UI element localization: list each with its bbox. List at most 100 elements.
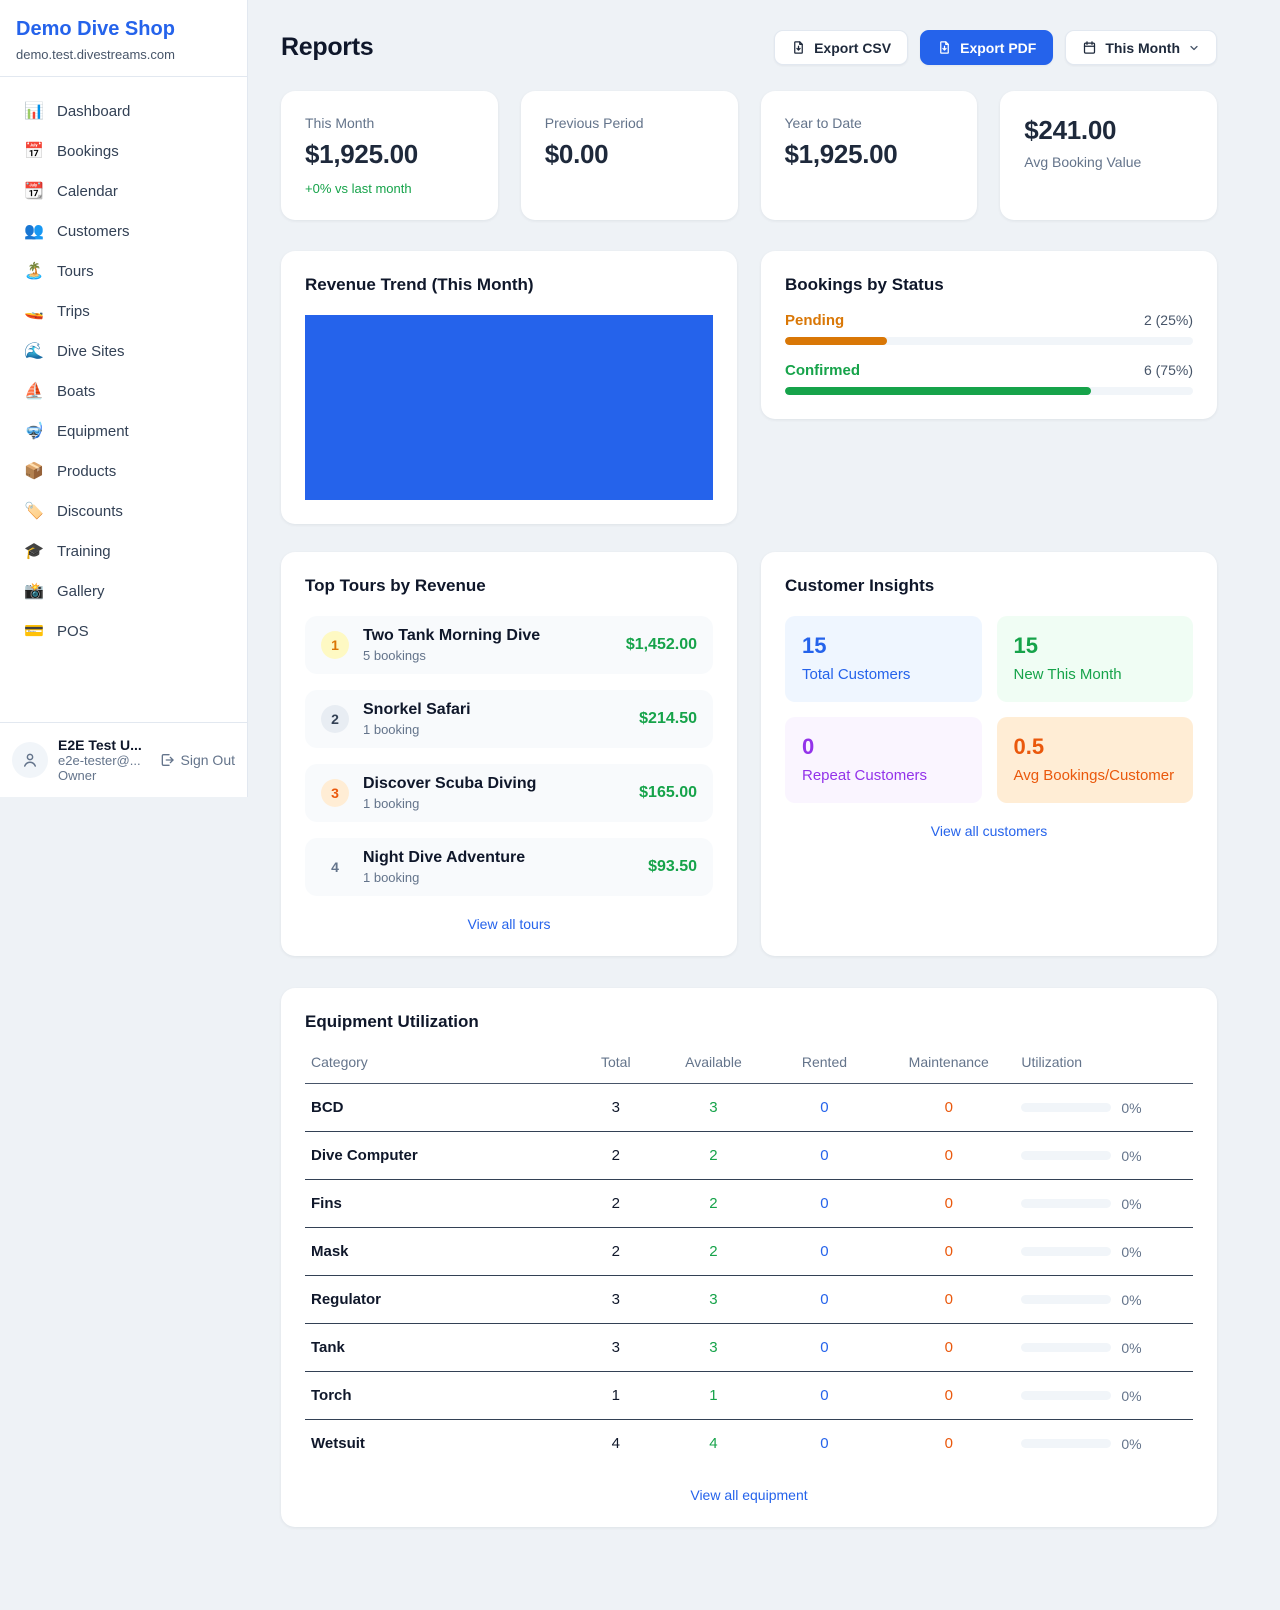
cell-utilization: 0%	[1015, 1420, 1193, 1468]
stat-card-previous-period: Previous Period $0.00	[520, 91, 738, 220]
insights-row: Top Tours by Revenue 1 Two Tank Morning …	[281, 552, 1217, 956]
cell-maintenance: 0	[882, 1371, 1016, 1420]
sidebar-user-footer: E2E Test U... e2e-tester@... Owner Sign …	[0, 722, 247, 797]
user-email: e2e-tester@...	[58, 753, 141, 768]
rank-badge: 3	[321, 779, 349, 807]
utilization-pct: 0%	[1121, 1099, 1142, 1116]
sidebar-item-label: Boats	[57, 382, 96, 400]
cell-available: 2	[660, 1131, 767, 1180]
insight-total-customers: 15 Total Customers	[785, 616, 982, 702]
view-all-customers-link[interactable]: View all customers	[930, 823, 1048, 839]
period-select[interactable]: This Month	[1065, 30, 1217, 65]
cell-category: Tank	[305, 1323, 572, 1372]
sidebar-item-trips[interactable]: 🚤 Trips	[0, 291, 247, 331]
stat-value: $241.00	[1024, 115, 1117, 145]
utilization-track	[1021, 1391, 1112, 1400]
cell-rented: 0	[766, 1227, 883, 1276]
top-tours-card: Top Tours by Revenue 1 Two Tank Morning …	[281, 552, 737, 956]
tour-bookings: 1 booking	[363, 796, 420, 811]
sidebar-item-bookings[interactable]: 📅 Bookings	[0, 131, 247, 171]
cell-category: Regulator	[305, 1275, 572, 1324]
bookings-by-status-card: Bookings by Status Pending 2 (25%) Confi…	[761, 251, 1217, 419]
page-title: Reports	[281, 33, 374, 61]
cell-utilization: 0%	[1015, 1275, 1193, 1324]
cell-maintenance: 0	[882, 1131, 1016, 1180]
sidebar-item-dive-sites[interactable]: 🌊 Dive Sites	[0, 331, 247, 371]
sidebar-item-boats[interactable]: ⛵ Boats	[0, 371, 247, 411]
sidebar-item-dashboard[interactable]: 📊 Dashboard	[0, 91, 247, 131]
sidebar-item-tours[interactable]: 🏝️ Tours	[0, 251, 247, 291]
export-csv-button[interactable]: Export CSV	[774, 30, 909, 65]
utilization-pct: 0%	[1121, 1291, 1142, 1308]
status-row-pending: Pending 2 (25%)	[785, 312, 1193, 345]
utilization-track	[1021, 1343, 1112, 1352]
sidebar-item-equipment[interactable]: 🤿 Equipment	[0, 411, 247, 451]
rank-badge: 4	[331, 859, 339, 875]
stat-card-year-to-date: Year to Date $1,925.00	[760, 91, 978, 220]
column-header: Rented	[766, 1054, 883, 1084]
utilization-pct: 0%	[1121, 1387, 1142, 1404]
cell-available: 2	[660, 1227, 767, 1276]
sidebar-item-calendar[interactable]: 📆 Calendar	[0, 171, 247, 211]
sidebar-item-training[interactable]: 🎓 Training	[0, 531, 247, 571]
list-item: 4 Night Dive Adventure 1 booking $93.50	[305, 838, 713, 896]
sidebar-header: Demo Dive Shop demo.test.divestreams.com	[0, 0, 247, 77]
sidebar-item-pos[interactable]: 💳 POS	[0, 611, 247, 651]
sidebar-item-customers[interactable]: 👥 Customers	[0, 211, 247, 251]
cell-total: 3	[571, 1323, 661, 1372]
view-all-tours-link[interactable]: View all tours	[467, 916, 551, 932]
cell-maintenance: 0	[882, 1179, 1016, 1228]
revenue-trend-card: Revenue Trend (This Month)	[281, 251, 737, 524]
equipment-utilization-card: Equipment Utilization Category Total Ava…	[281, 988, 1217, 1527]
column-header: Maintenance	[882, 1054, 1016, 1084]
tour-list: 1 Two Tank Morning Dive 5 bookings $1,45…	[305, 616, 713, 896]
cell-category: Fins	[305, 1179, 572, 1228]
stat-value: $0.00	[544, 139, 609, 169]
sidebar-item-label: Training	[57, 542, 111, 560]
table-row: BCD 3 3 0 0 0%	[305, 1083, 1193, 1132]
cell-utilization: 0%	[1015, 1227, 1193, 1276]
column-header: Utilization	[1015, 1054, 1193, 1084]
sidebar-item-label: Bookings	[57, 142, 119, 160]
utilization-track	[1021, 1247, 1112, 1256]
sidebar-item-discounts[interactable]: 🏷️ Discounts	[0, 491, 247, 531]
stat-value: $1,925.00	[784, 139, 898, 169]
sidebar-item-gallery[interactable]: 📸 Gallery	[0, 571, 247, 611]
stat-label: Year to Date	[784, 115, 862, 131]
column-header: Category	[305, 1054, 572, 1084]
sidebar-item-label: Products	[57, 462, 117, 480]
table-row: Wetsuit 4 4 0 0 0%	[305, 1420, 1193, 1468]
status-count: 6 (75%)	[1143, 362, 1193, 378]
cell-available: 3	[660, 1275, 767, 1324]
utilization-track	[1021, 1439, 1112, 1448]
cell-total: 3	[571, 1083, 661, 1132]
customers-icon: 👥	[24, 223, 44, 240]
table-row: Fins 2 2 0 0 0%	[305, 1179, 1193, 1228]
sign-out-button[interactable]: Sign Out	[159, 752, 235, 768]
sidebar-item-products[interactable]: 📦 Products	[0, 451, 247, 491]
view-all-equipment-link[interactable]: View all equipment	[690, 1487, 808, 1503]
top-tours-title: Top Tours by Revenue	[305, 576, 486, 595]
stat-label: This Month	[305, 115, 375, 131]
utilization-track	[1021, 1151, 1112, 1160]
rank-badge: 2	[321, 705, 349, 733]
cell-total: 4	[611, 1435, 620, 1452]
shop-title: Demo Dive Shop	[16, 18, 175, 40]
sign-out-icon	[161, 754, 174, 766]
insight-new-this-month: 15 New This Month	[996, 616, 1193, 702]
export-pdf-button[interactable]: Export PDF	[920, 30, 1054, 65]
insight-label: Repeat Customers	[802, 767, 928, 784]
stat-value: $1,925.00	[305, 139, 418, 169]
cell-rented: 0	[766, 1083, 883, 1132]
sidebar-item-label: Dive Sites	[57, 342, 125, 360]
tour-name: Snorkel Safari	[363, 701, 471, 718]
cell-rented: 0	[766, 1179, 883, 1228]
cell-rented: 0	[766, 1131, 883, 1180]
file-download-icon	[794, 41, 803, 54]
status-row-confirmed: Confirmed 6 (75%)	[785, 362, 1193, 395]
wave-icon: 🌊	[24, 343, 44, 360]
table-row: Regulator 3 3 0 0 0%	[305, 1275, 1193, 1324]
progress-track	[785, 337, 1193, 345]
utilization-pct: 0%	[1121, 1435, 1142, 1452]
sidebar-item-label: Tours	[57, 262, 94, 280]
